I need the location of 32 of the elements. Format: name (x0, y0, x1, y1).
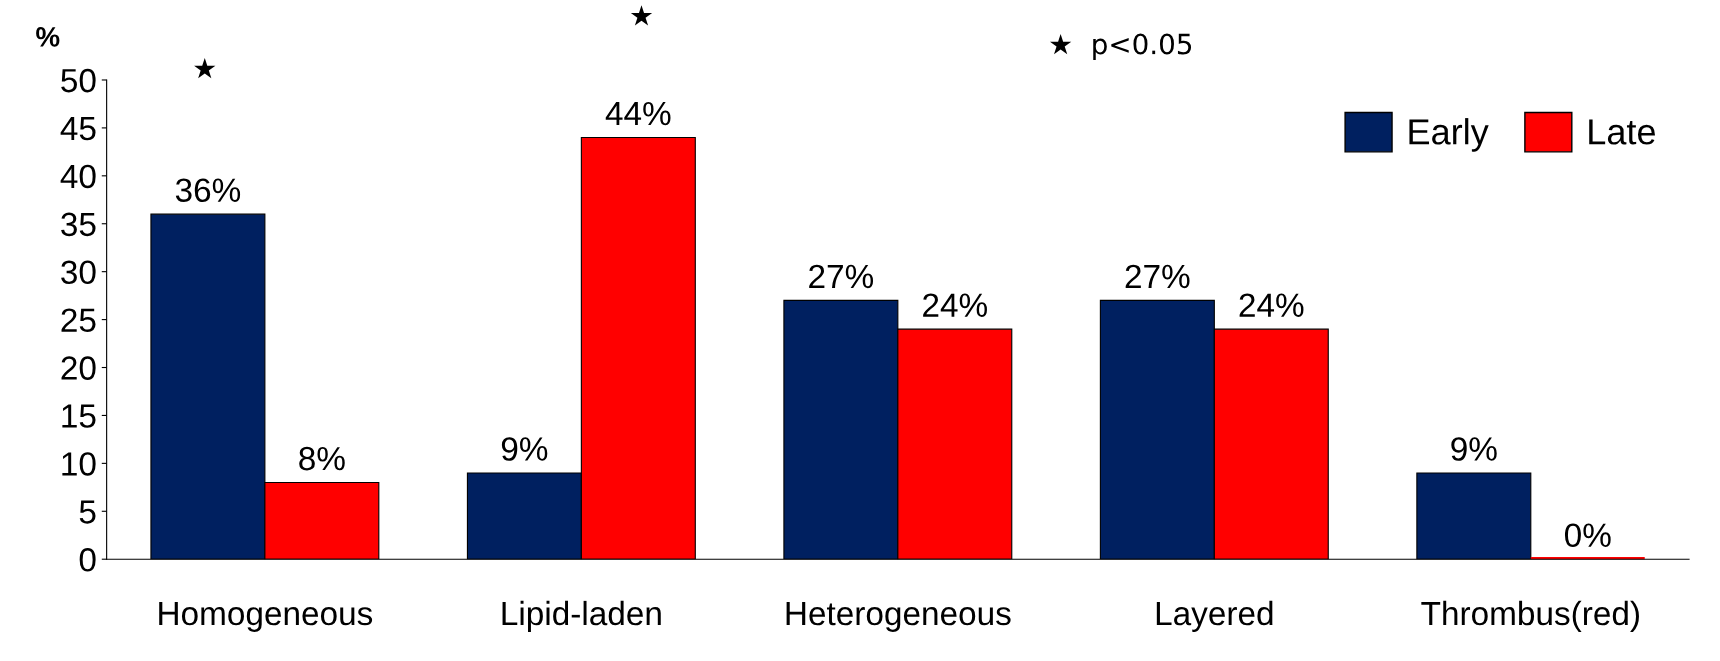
y-tick-label: 20 (61, 356, 96, 380)
y-tick-label: 0 (79, 548, 96, 572)
x-tick-label: Heterogeneous (786, 602, 1011, 632)
y-tick-label: 25 (61, 308, 96, 332)
x-tick-label: Layered (1156, 600, 1273, 632)
x-tick-label: Thrombus(red) (1421, 600, 1639, 632)
text: ★ (194, 57, 216, 79)
legend-label: Early (1409, 118, 1489, 152)
y-tick-label: 40 (60, 164, 96, 189)
data-label: 9% (1451, 437, 1497, 461)
data-label: 8% (299, 446, 345, 471)
data-label: 24% (1239, 293, 1304, 317)
y-axis-title: % (36, 27, 60, 47)
data-label: 44% (605, 101, 671, 126)
data-label: 27% (1125, 264, 1190, 289)
text: ★ p<0.05 (1049, 33, 1192, 60)
x-tick-label: Homogeneous (159, 602, 373, 632)
data-label: 36% (175, 178, 241, 203)
y-tick-label: 5 (79, 500, 96, 524)
y-tick-label: 30 (61, 260, 96, 285)
data-label: 9% (501, 437, 548, 461)
y-tick-label: 15 (62, 404, 96, 428)
y-tick-label: 45 (60, 117, 96, 141)
data-label: 0% (1564, 523, 1611, 548)
y-tick-label: 35 (61, 212, 96, 237)
data-label: 24% (923, 293, 987, 317)
y-tick-label: 10 (62, 452, 96, 476)
legend-label: Late (1589, 119, 1655, 145)
text: ★ (630, 5, 653, 26)
data-label: 27% (809, 264, 874, 289)
y-tick-label: 50 (61, 68, 96, 93)
x-tick-label: Lipid-laden (502, 600, 661, 632)
